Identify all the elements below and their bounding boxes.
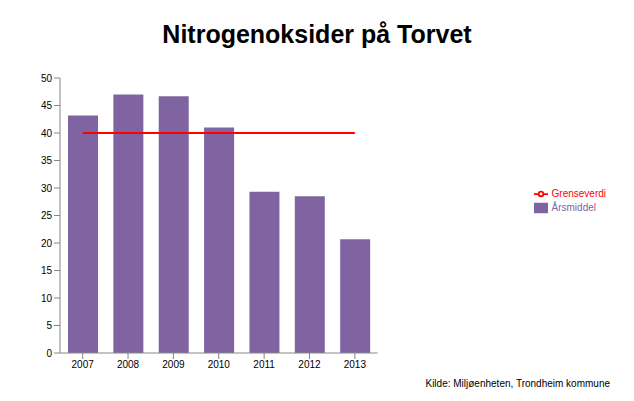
svg-text:50: 50 xyxy=(41,73,53,84)
svg-text:35: 35 xyxy=(41,155,53,166)
svg-text:25: 25 xyxy=(41,210,53,221)
svg-text:2007: 2007 xyxy=(72,359,95,370)
svg-text:5: 5 xyxy=(46,320,52,331)
html-text:Grenseverdi: Grenseverdi xyxy=(551,187,606,199)
html-text:Nitrogenoksider på Torvet: Nitrogenoksider på Torvet xyxy=(162,20,472,48)
svg-text:40: 40 xyxy=(41,128,53,139)
html-text:Årsmiddel: Årsmiddel xyxy=(551,201,596,213)
svg-text:2008: 2008 xyxy=(117,359,140,370)
svg-text:15: 15 xyxy=(41,265,53,276)
svg-text:20: 20 xyxy=(41,238,53,249)
svg-text:30: 30 xyxy=(41,183,53,194)
svg-text:45: 45 xyxy=(41,100,53,111)
svg-text:2010: 2010 xyxy=(208,359,231,370)
svg-text:2013: 2013 xyxy=(344,359,367,370)
html-text:Kilde: Miljøenheten, Trondheim: Kilde: Miljøenheten, Trondheim kommune xyxy=(425,378,610,389)
svg-text:2009: 2009 xyxy=(162,359,185,370)
svg-text:0: 0 xyxy=(46,348,52,359)
svg-text:2011: 2011 xyxy=(253,359,275,370)
svg-text:2012: 2012 xyxy=(298,359,321,370)
svg-text:10: 10 xyxy=(41,293,53,304)
